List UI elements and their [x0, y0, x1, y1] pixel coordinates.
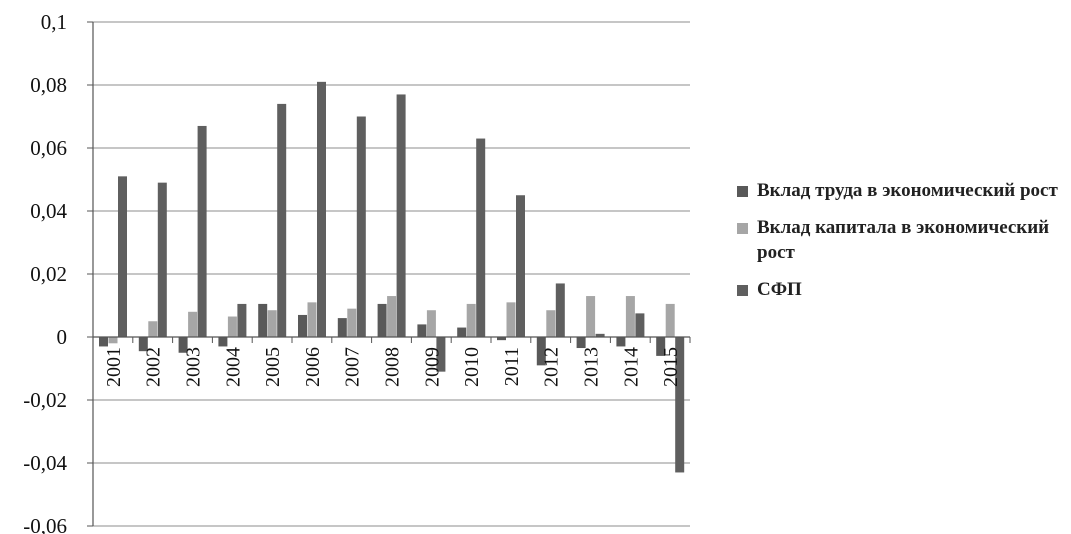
bar-2011-s2 [506, 302, 516, 337]
bar-2002-s2 [148, 321, 158, 337]
x-tick-label: 2005 [262, 347, 284, 387]
x-tick-label: 2004 [222, 347, 244, 387]
bar-2015-s1 [656, 337, 666, 356]
x-tick-label: 2006 [302, 347, 324, 387]
x-tick-label: 2008 [382, 347, 404, 387]
bar-2001-s1 [99, 337, 108, 347]
bar-2004-s3 [237, 303, 247, 337]
bar-2005-s3 [277, 103, 287, 338]
gridlines [93, 21, 690, 527]
x-tick-label: 2013 [581, 347, 603, 387]
x-tick-label: 2012 [541, 347, 563, 387]
x-tick-label: 2003 [183, 347, 205, 387]
bar-2009-s2 [426, 310, 436, 337]
legend-swatch [737, 186, 748, 197]
bar-2005-s1 [258, 303, 268, 337]
y-tick-label: -0,02 [23, 388, 67, 412]
bar-2011-s1 [497, 337, 506, 341]
bar-2012-s3 [555, 283, 565, 337]
legend-item: СФП [735, 277, 1071, 302]
x-tick-label: 2011 [501, 347, 523, 386]
y-tick-label: 0 [57, 325, 68, 349]
bar-2005-s2 [267, 310, 277, 337]
legend-swatch [737, 223, 748, 234]
bar-2007-s2 [347, 308, 357, 337]
bar-2012-s1 [536, 337, 546, 366]
bar-2002-s3 [157, 182, 167, 337]
bar-2002-s1 [138, 337, 148, 352]
legend-item: Вклад капитала в экономический рост [735, 215, 1071, 265]
legend-label: Вклад труда в экономический рост [757, 180, 1058, 201]
y-tick-label: 0,1 [41, 10, 67, 34]
bar-2010-s3 [476, 138, 486, 337]
bar-2004-s2 [227, 316, 237, 337]
legend-swatch [737, 285, 748, 296]
y-tick-label: -0,06 [23, 514, 67, 534]
legend-item: Вклад труда в экономический рост [735, 178, 1071, 203]
bar-2014-s3 [635, 313, 645, 337]
y-tick-label: -0,04 [23, 451, 67, 475]
x-axis-category-labels: 2001 2002 2003 2004 2005 2006 2007 2008 2009 2010… [103, 347, 682, 387]
bar-2008-s1 [377, 303, 387, 337]
y-tick-label: 0,08 [30, 73, 67, 97]
bar-2015-s3 [675, 337, 685, 473]
bar-2007-s1 [337, 318, 347, 337]
bar-2013-s3 [595, 333, 605, 337]
legend: Вклад труда в экономический рост Вклад ка… [735, 178, 1071, 314]
bar-2003-s1 [178, 337, 188, 353]
x-tick-label: 2009 [421, 347, 443, 387]
x-tick-label: 2007 [342, 347, 364, 387]
bar-2015-s2 [665, 303, 675, 337]
bar-2006-s2 [307, 302, 317, 337]
bar-2003-s3 [197, 125, 207, 337]
x-tick-label: 2015 [660, 347, 682, 387]
bar-2010-s1 [457, 327, 467, 337]
bar-2012-s2 [546, 310, 556, 337]
bar-2001-s3 [118, 176, 127, 337]
x-tick-label: 2010 [461, 347, 483, 387]
bar-2013-s1 [576, 337, 586, 349]
legend-label: Вклад капитала в экономический рост [757, 217, 1050, 263]
bar-2014-s1 [616, 337, 626, 347]
y-tick-label: 0,04 [30, 199, 67, 223]
bar-2011-s3 [516, 195, 525, 337]
bar-2008-s2 [387, 296, 397, 337]
x-tick-label: 2002 [143, 347, 165, 387]
bar-2009-s3 [436, 337, 446, 372]
bar-2013-s2 [586, 296, 596, 337]
bar-2001-s2 [108, 337, 118, 344]
x-tick-label: 2014 [620, 347, 642, 387]
bar-2006-s3 [317, 81, 326, 337]
y-axis-tick-labels: 0,1 0,08 0,06 0,04 0,02 0 -0,02 -0,04 -0,06 [23, 10, 67, 534]
y-tick-label: 0,06 [30, 136, 67, 160]
bar-2003-s2 [188, 311, 198, 337]
bar-2004-s1 [218, 337, 228, 347]
bar-2007-s3 [356, 116, 366, 337]
bar-2009-s1 [417, 324, 427, 337]
y-tick-label: 0,02 [30, 262, 67, 286]
legend-label: СФП [757, 279, 802, 300]
bar-2008-s3 [396, 94, 406, 337]
bar-2006-s1 [298, 314, 307, 337]
bar-2010-s2 [466, 303, 476, 337]
bars [99, 81, 685, 473]
x-tick-label: 2001 [103, 347, 125, 387]
bar-2014-s2 [625, 296, 635, 337]
axes [87, 21, 691, 527]
